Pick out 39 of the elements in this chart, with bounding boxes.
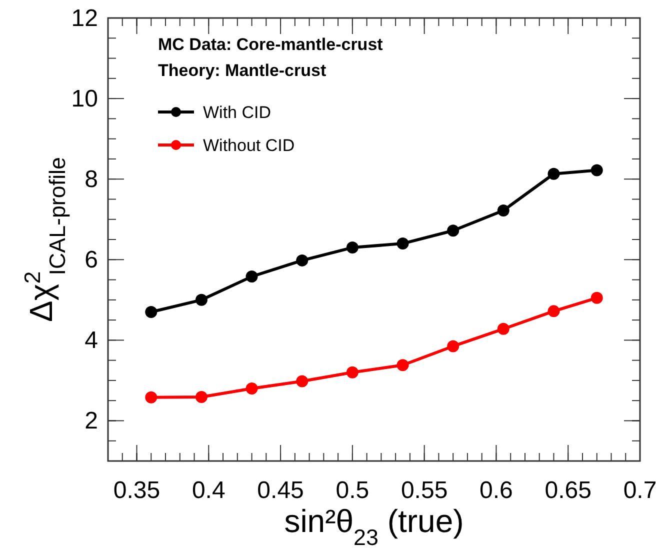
y-tick-label: 8 — [84, 166, 98, 194]
point — [396, 359, 409, 372]
point — [195, 294, 208, 306]
x-tick-label: 0.4 — [192, 477, 226, 504]
x-tick-label: 0.5 — [336, 477, 370, 504]
y-tick-label: 4 — [84, 327, 98, 354]
legend-label: Without CID — [203, 136, 295, 155]
point — [548, 168, 560, 180]
legend-label: With CID — [203, 103, 271, 122]
point — [497, 322, 510, 335]
x-tick-label: 0.7 — [623, 477, 657, 504]
y-tick-label: 6 — [84, 246, 98, 274]
point — [590, 292, 603, 304]
point — [346, 242, 358, 254]
x-tick-label: 0.55 — [400, 477, 448, 504]
point — [590, 164, 603, 176]
y-tick-label: 12 — [71, 5, 98, 32]
point — [548, 305, 560, 318]
point — [296, 254, 308, 266]
point — [296, 375, 308, 388]
point — [447, 224, 460, 237]
annotation: Theory: Mantle-crust — [158, 61, 326, 80]
point — [145, 306, 158, 318]
x-tick-label: 0.6 — [480, 477, 513, 504]
annotation: MC Data: Core-mantle-crust — [158, 35, 384, 54]
point — [447, 340, 460, 352]
x-tick-label: 0.65 — [544, 477, 592, 504]
point — [246, 382, 258, 395]
point — [246, 270, 258, 283]
y-tick-label: 10 — [71, 86, 98, 113]
x-tick-label: 0.35 — [113, 477, 160, 504]
y-tick-label: 2 — [84, 408, 98, 435]
x-tick-label: 0.45 — [257, 477, 304, 504]
point — [497, 204, 510, 217]
point — [145, 391, 158, 404]
point — [195, 390, 208, 403]
point — [346, 366, 358, 378]
x-axis-title: sin²θ$_{23}$ (true) — [284, 503, 464, 550]
point — [396, 238, 409, 250]
